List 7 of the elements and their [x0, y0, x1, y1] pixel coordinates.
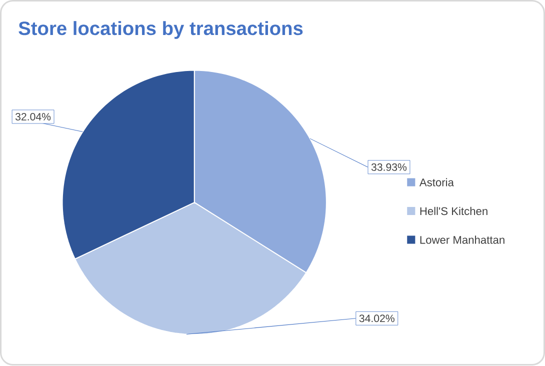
- data-label: 33.93%: [371, 164, 407, 172]
- legend-label: Lower Manhattan: [420, 236, 504, 244]
- data-label: 34.02%: [359, 314, 394, 322]
- chart-title: Store locations by transactions: [18, 21, 303, 40]
- legend-label: Astoria: [419, 178, 454, 187]
- legend-label: Hell'S Kitchen: [420, 207, 488, 216]
- data-label: 32.04%: [15, 113, 51, 121]
